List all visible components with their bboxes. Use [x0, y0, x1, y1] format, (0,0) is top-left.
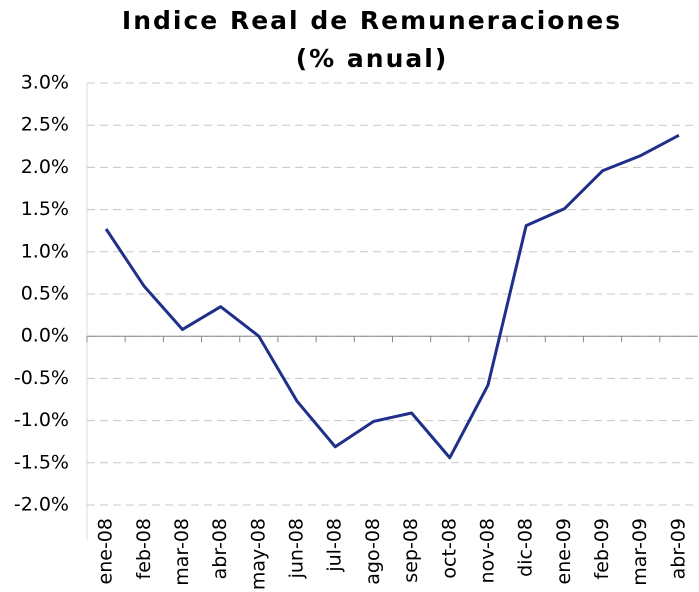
x-tick-label: ago-08 — [362, 518, 384, 585]
x-tick-label: dic-08 — [515, 518, 537, 577]
y-tick-label: 2.5% — [21, 114, 69, 136]
x-tick-label: sep-08 — [400, 518, 422, 583]
x-tick-label: mar-08 — [171, 518, 193, 586]
x-tick-label: oct-08 — [438, 518, 460, 579]
x-tick-label: abr-08 — [209, 518, 231, 579]
x-tick-label: ene-09 — [553, 518, 575, 584]
x-tick-label: mar-09 — [629, 518, 651, 586]
y-tick-label: 2.0% — [21, 156, 69, 178]
y-tick-label: -2.0% — [14, 494, 69, 516]
y-tick-label: 1.0% — [21, 240, 69, 262]
x-tick-label: jun-08 — [286, 518, 308, 579]
x-tick-label: feb-08 — [133, 518, 155, 579]
y-tick-label: -1.5% — [14, 451, 69, 473]
chart-subtitle: (% anual) — [296, 44, 449, 73]
x-tick-label: jul-08 — [324, 518, 346, 573]
x-tick-label: may-08 — [247, 518, 269, 590]
x-tick-label: ene-08 — [95, 518, 117, 584]
x-tick-label: abr-09 — [667, 518, 689, 579]
y-tick-label: 3.0% — [21, 72, 69, 94]
line-series — [104, 134, 680, 460]
chart-title: Indice Real de Remuneraciones — [122, 6, 622, 35]
y-tick-label: -0.5% — [14, 367, 69, 389]
x-tick-label: nov-08 — [476, 518, 498, 583]
y-tick-label: 0.0% — [21, 325, 69, 347]
x-tick-label: feb-09 — [591, 518, 613, 579]
y-tick-label: -1.0% — [14, 409, 69, 431]
y-tick-label: 1.5% — [21, 198, 69, 220]
y-tick-label: 0.5% — [21, 283, 69, 305]
